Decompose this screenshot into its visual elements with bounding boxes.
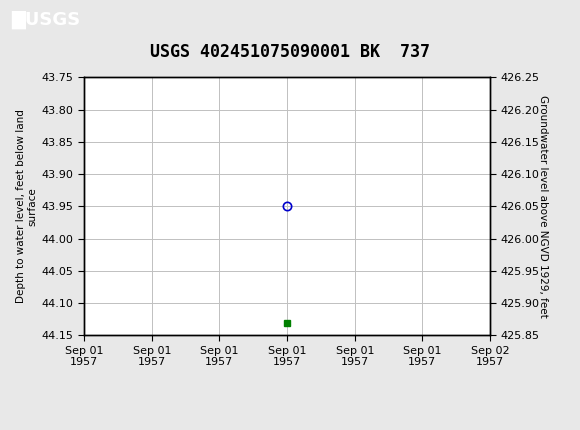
Text: █USGS: █USGS [12, 10, 81, 28]
Y-axis label: Depth to water level, feet below land
surface: Depth to water level, feet below land su… [16, 110, 38, 303]
Text: USGS 402451075090001 BK  737: USGS 402451075090001 BK 737 [150, 43, 430, 61]
Y-axis label: Groundwater level above NGVD 1929, feet: Groundwater level above NGVD 1929, feet [538, 95, 548, 318]
